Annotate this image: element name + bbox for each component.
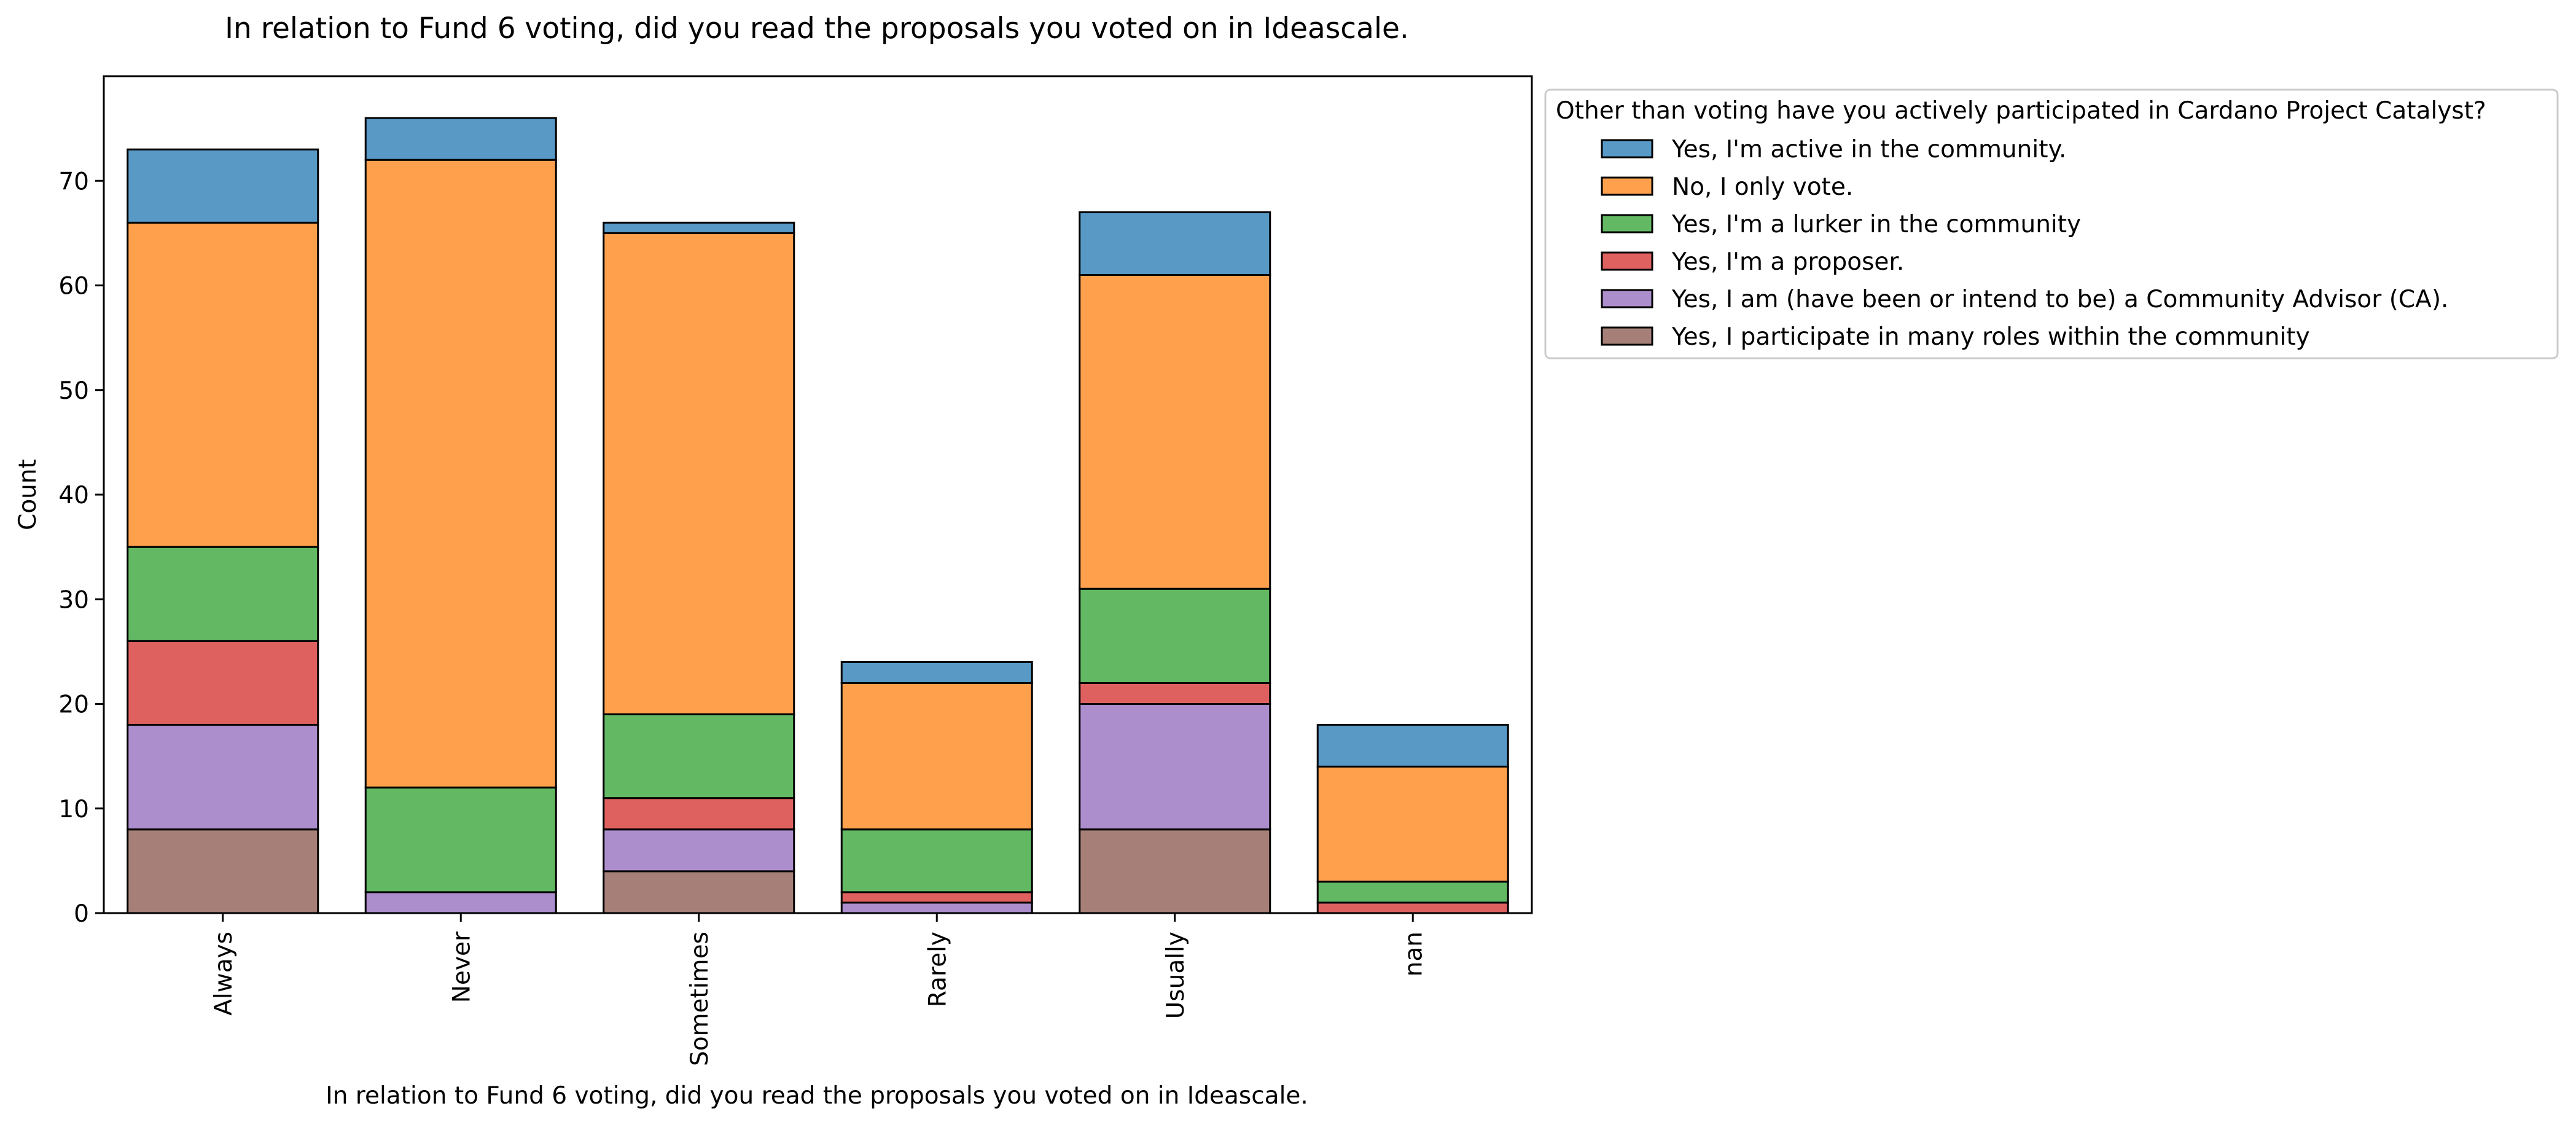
legend: Other than voting have you actively part… xyxy=(1544,88,2559,359)
y-tick-label: 20 xyxy=(58,691,89,719)
y-axis: 0 10 20 30 40 50 60 70 xyxy=(58,168,104,928)
bar-segment xyxy=(1079,587,1271,684)
bar-segment xyxy=(1079,273,1271,590)
bar-segment xyxy=(364,787,557,893)
bar-segment xyxy=(603,870,795,914)
legend-swatch xyxy=(1601,326,1653,346)
bar-segment xyxy=(127,640,319,726)
x-tick-label: Sometimes xyxy=(686,932,714,1066)
bars-layer xyxy=(127,117,1509,914)
legend-item-label: Yes, I'm active in the community. xyxy=(1671,136,2066,163)
bar-segment xyxy=(1079,828,1271,914)
bar-segment xyxy=(127,148,319,224)
x-axis-label: In relation to Fund 6 voting, did you re… xyxy=(326,1082,1308,1110)
bar-segment xyxy=(840,828,1033,893)
bar-segment xyxy=(840,901,1033,914)
x-tick-label: Always xyxy=(210,932,238,1016)
legend-items: Yes, I'm active in the community. No, I o… xyxy=(1601,136,2448,351)
legend-frame xyxy=(1544,88,2559,359)
bar-segment xyxy=(1316,724,1509,768)
legend-title: Other than voting have you actively part… xyxy=(1556,97,2486,125)
y-tick-label: 40 xyxy=(58,482,89,509)
bar-segment xyxy=(840,661,1033,684)
legend-swatch xyxy=(1601,251,1653,271)
x-tick-label: Rarely xyxy=(924,932,951,1007)
y-tick-label: 70 xyxy=(58,168,89,195)
legend-item-label: Yes, I participate in many roles within … xyxy=(1671,323,2310,351)
bar-segment xyxy=(127,828,319,914)
bar-segment xyxy=(603,232,795,716)
legend-swatch xyxy=(1601,289,1653,308)
bar-segment xyxy=(603,221,795,234)
x-tick-label: Never xyxy=(448,931,475,1003)
x-axis: Always Never Sometimes Rarely Usually nan xyxy=(210,913,1427,1066)
y-tick-label: 60 xyxy=(58,273,89,300)
bar-segment xyxy=(840,681,1033,831)
bar-segment xyxy=(1079,681,1271,705)
bar-segment xyxy=(1316,881,1509,904)
bar-segment xyxy=(127,724,319,831)
legend-item-label: Yes, I'm a lurker in the community xyxy=(1671,211,2081,238)
y-tick-label: 50 xyxy=(58,377,89,405)
legend-swatch xyxy=(1601,214,1653,233)
bar-segment xyxy=(364,891,557,914)
bar-segment xyxy=(1079,703,1271,831)
y-axis-label: Count xyxy=(14,459,42,530)
bar-segment xyxy=(603,828,795,873)
bar-segment xyxy=(127,221,319,548)
y-tick-label: 30 xyxy=(58,586,89,614)
y-tick-label: 0 xyxy=(74,900,89,928)
x-tick-label: nan xyxy=(1400,932,1427,976)
legend-item-label: No, I only vote. xyxy=(1672,173,1853,201)
bar-segment xyxy=(1079,211,1271,276)
bar-segment xyxy=(840,891,1033,904)
x-tick-label: Usually xyxy=(1162,932,1190,1019)
bar-segment xyxy=(1316,766,1509,883)
bar-segment xyxy=(603,797,795,831)
bar-segment xyxy=(603,713,795,799)
y-tick-label: 10 xyxy=(58,796,89,823)
legend-swatch xyxy=(1601,139,1653,159)
bar-segment xyxy=(364,159,557,789)
legend-item-label: Yes, I am (have been or intend to be) a … xyxy=(1671,286,2448,313)
legend-swatch xyxy=(1601,176,1653,196)
bar-segment xyxy=(364,117,557,161)
bar-segment xyxy=(127,546,319,642)
legend-item-label: Yes, I'm a proposer. xyxy=(1671,248,1904,276)
chart-title: In relation to Fund 6 voting, did you re… xyxy=(225,12,1409,45)
bar-segment xyxy=(1316,901,1509,914)
